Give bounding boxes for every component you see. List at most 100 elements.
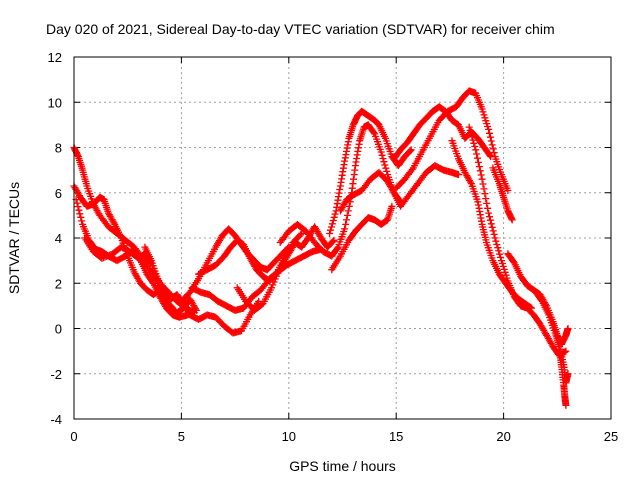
series-track-m bbox=[336, 162, 462, 215]
data-point bbox=[406, 147, 414, 155]
data-point bbox=[562, 401, 570, 409]
series-track-a bbox=[70, 144, 198, 317]
data-point bbox=[383, 167, 391, 175]
data-point bbox=[379, 155, 387, 162]
data-point bbox=[329, 217, 337, 224]
data-point bbox=[508, 216, 516, 224]
series-track-t bbox=[532, 288, 572, 387]
data-point bbox=[474, 201, 482, 209]
data-point bbox=[486, 216, 494, 224]
data-point bbox=[504, 187, 512, 194]
data-point bbox=[489, 145, 497, 153]
data-point bbox=[192, 306, 200, 314]
data-point bbox=[480, 185, 488, 193]
data-point bbox=[329, 237, 337, 245]
series-track-l bbox=[328, 202, 396, 274]
y-axis-label: SDTVAR / TECUs bbox=[6, 182, 22, 294]
x-tick-label: 15 bbox=[389, 429, 403, 444]
series-track-f bbox=[188, 245, 325, 314]
data-point bbox=[104, 252, 112, 260]
data-point bbox=[475, 163, 483, 171]
series-track-e bbox=[141, 243, 263, 337]
data-point bbox=[341, 157, 349, 165]
data-point bbox=[344, 207, 352, 215]
data-point bbox=[477, 171, 485, 179]
data-point bbox=[479, 108, 487, 116]
data-point bbox=[485, 209, 493, 217]
data-point bbox=[297, 231, 304, 239]
data-point bbox=[74, 203, 82, 211]
y-tick-label: 6 bbox=[55, 186, 62, 201]
data-point bbox=[98, 254, 106, 262]
data-point bbox=[488, 141, 496, 149]
data-point bbox=[486, 129, 493, 137]
data-point bbox=[474, 154, 481, 162]
data-point bbox=[488, 223, 496, 231]
data-point bbox=[481, 190, 489, 198]
data-point bbox=[328, 220, 336, 228]
data-point bbox=[388, 202, 396, 210]
data-point bbox=[489, 227, 497, 235]
data-point bbox=[77, 213, 85, 221]
data-point bbox=[381, 161, 389, 169]
data-point bbox=[408, 166, 416, 173]
y-tick-label: -4 bbox=[50, 412, 62, 427]
data-point bbox=[336, 186, 344, 193]
data-point bbox=[564, 325, 572, 332]
data-point bbox=[487, 137, 495, 145]
x-tick-label: 10 bbox=[282, 429, 296, 444]
data-point bbox=[494, 244, 502, 252]
y-tick-label: -2 bbox=[50, 367, 62, 382]
data-point bbox=[328, 223, 335, 231]
data-point bbox=[493, 241, 501, 248]
series-track-g bbox=[177, 225, 293, 305]
data-point bbox=[468, 133, 476, 141]
data-point bbox=[327, 226, 334, 234]
data-point bbox=[482, 195, 490, 203]
chart-title: Day 020 of 2021, Sidereal Day-to-day VTE… bbox=[46, 21, 555, 37]
data-point bbox=[370, 129, 378, 137]
data-point bbox=[382, 164, 390, 172]
series-track-k bbox=[326, 107, 415, 237]
data-point bbox=[470, 139, 478, 147]
data-point bbox=[486, 213, 493, 221]
data-point bbox=[479, 180, 487, 188]
data-point bbox=[472, 146, 480, 154]
data-point bbox=[485, 125, 493, 133]
data-point bbox=[455, 171, 462, 179]
y-tick-label: 4 bbox=[55, 231, 62, 246]
data-point bbox=[474, 158, 482, 166]
plot-frame bbox=[73, 56, 612, 420]
data-point bbox=[497, 253, 504, 261]
data-point bbox=[378, 151, 386, 159]
y-tick-label: 8 bbox=[55, 141, 62, 156]
data-point bbox=[490, 230, 498, 238]
y-tick-label: 2 bbox=[55, 276, 62, 291]
data-point bbox=[343, 211, 351, 219]
series-track-r bbox=[489, 164, 516, 224]
data-point bbox=[490, 149, 498, 157]
data-point bbox=[377, 148, 385, 156]
data-point bbox=[486, 151, 494, 159]
data-point bbox=[564, 370, 572, 378]
y-tick-label: 10 bbox=[48, 95, 62, 110]
data-point bbox=[491, 234, 499, 242]
data-point bbox=[487, 220, 495, 228]
data-point bbox=[495, 247, 503, 255]
data-point bbox=[486, 133, 494, 141]
data-point bbox=[476, 167, 484, 175]
grid-lines bbox=[74, 57, 611, 419]
x-tick-label: 20 bbox=[496, 429, 510, 444]
x-tick-label: 0 bbox=[70, 429, 77, 444]
data-point bbox=[75, 206, 83, 214]
data-point bbox=[354, 147, 362, 155]
data-point bbox=[330, 236, 338, 244]
series-track-q bbox=[465, 123, 570, 360]
data-point bbox=[333, 244, 341, 252]
data-point bbox=[483, 199, 491, 207]
data-point bbox=[484, 204, 492, 212]
data-point bbox=[350, 175, 357, 183]
data-point bbox=[341, 225, 349, 233]
data-point bbox=[407, 146, 415, 154]
